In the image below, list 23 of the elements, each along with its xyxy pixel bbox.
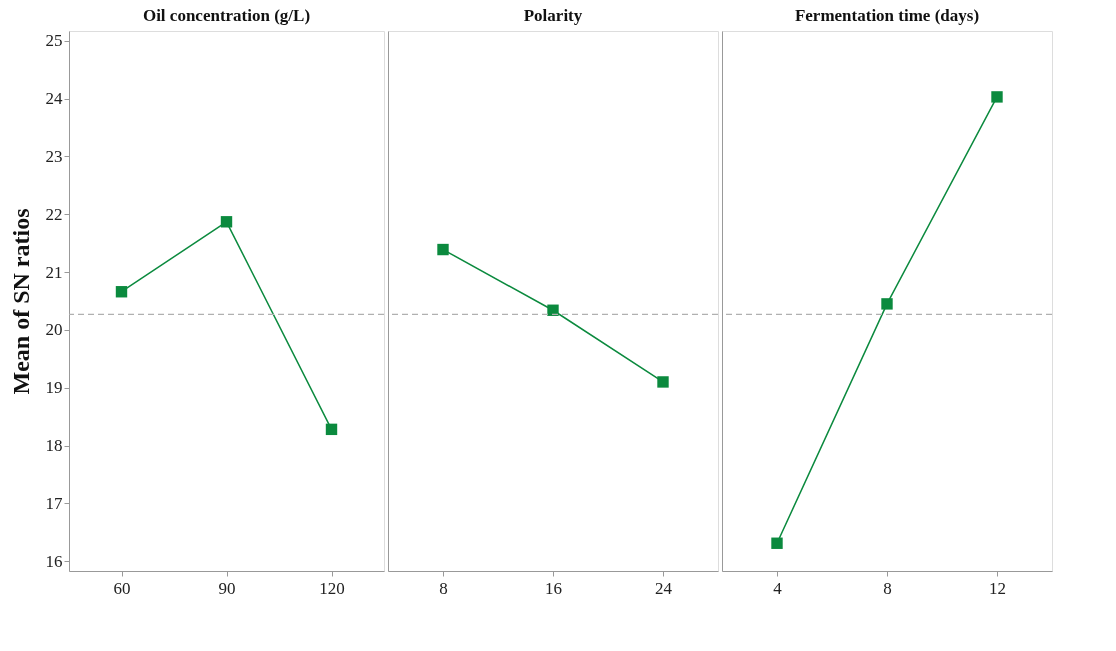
chart-title: Polarity (523, 6, 583, 25)
x-tick-label: 12 (989, 578, 1006, 598)
y-tick-label: 23 (45, 146, 63, 166)
x-tick-label: 90 (218, 578, 236, 598)
y-tick-label: 25 (45, 31, 63, 51)
chart-title: Fermentation time (days) (794, 6, 980, 25)
x-tick-label: 24 (655, 578, 673, 598)
y-tick-label: 18 (45, 436, 63, 456)
y-tick-label: 21 (45, 262, 63, 282)
y-tick-label: 19 (45, 378, 63, 398)
y-tick-label: 20 (45, 320, 63, 340)
y-tick-label: 22 (45, 204, 63, 224)
chart-title: Oil concentration (g/L) (142, 6, 311, 25)
y-axis-title: Mean of SN ratios (7, 208, 34, 395)
x-tick-label: 16 (545, 578, 562, 598)
x-tick-label: 120 (319, 578, 345, 598)
y-tick-label: 24 (45, 89, 63, 109)
x-tick-label: 60 (113, 578, 131, 598)
y-tick-label: 16 (45, 551, 63, 571)
x-tick-label: 4 (773, 578, 783, 598)
y-tick-label: 17 (45, 493, 63, 513)
x-tick-label: 8 (883, 578, 892, 598)
x-tick-label: 8 (439, 578, 448, 598)
